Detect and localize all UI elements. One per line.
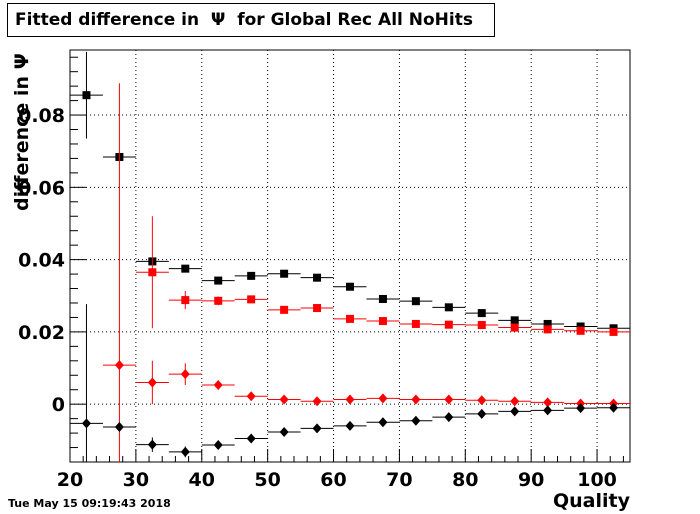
data-point-square [576, 322, 585, 331]
series-1 [135, 216, 630, 336]
data-point-square [576, 326, 585, 335]
plot-frame [69, 49, 631, 463]
data-point-diamond [609, 402, 619, 413]
data-point-diamond [444, 394, 454, 405]
data-point-diamond [345, 420, 355, 431]
data-point-diamond [477, 408, 487, 419]
data-point-square [543, 319, 552, 328]
data-point-square [378, 317, 387, 326]
data-point-diamond [246, 391, 256, 402]
data-point-diamond [147, 439, 157, 450]
data-point-square [510, 316, 519, 325]
data-point-diamond [510, 406, 520, 417]
data-point-diamond [378, 393, 388, 404]
data-point-diamond [477, 395, 487, 406]
data-point-square [280, 305, 289, 314]
data-point-square [82, 91, 91, 100]
data-point-diamond [543, 397, 553, 408]
data-point-diamond [279, 427, 289, 438]
data-point-square [181, 264, 190, 273]
data-point-square [346, 314, 354, 323]
data-point-diamond [411, 394, 421, 405]
data-point-square [609, 327, 618, 336]
data-point-diamond [81, 418, 91, 429]
data-point-diamond [213, 440, 223, 451]
data-point-square [148, 268, 157, 277]
data-point-diamond [147, 377, 157, 388]
x-tick-label: 100 [577, 469, 617, 491]
x-tick-label: 80 [452, 469, 478, 491]
data-point-square [378, 295, 387, 304]
data-point-square [313, 273, 322, 282]
data-point-diamond [312, 423, 322, 434]
data-point-diamond [411, 415, 421, 426]
data-point-square [411, 319, 420, 328]
data-point-diamond [213, 380, 223, 391]
data-point-diamond [576, 403, 586, 414]
data-point-square [510, 323, 519, 332]
data-point-diamond [444, 412, 454, 423]
series-3 [70, 304, 630, 462]
data-point-diamond [345, 394, 355, 405]
data-point-square [313, 304, 322, 313]
data-point-diamond [246, 433, 256, 444]
data-point-square [477, 321, 486, 330]
data-point-diamond [180, 369, 190, 380]
chart-title: Fitted difference in Ψ for Global Rec Al… [7, 3, 495, 37]
data-point-diamond [312, 396, 322, 407]
data-point-diamond [114, 360, 124, 371]
series-0 [70, 51, 630, 333]
data-point-square [181, 296, 190, 305]
data-point-diamond [180, 446, 190, 457]
y-tick-label: 0 [52, 394, 65, 416]
data-series [70, 51, 630, 462]
data-point-square [247, 295, 256, 304]
y-tick-label: 0.06 [18, 177, 65, 199]
data-point-square [477, 309, 486, 318]
data-point-square [247, 271, 256, 280]
y-tick-label: 0.02 [18, 322, 65, 344]
y-tick-label: 0.04 [18, 250, 65, 272]
data-point-square [444, 303, 453, 312]
data-point-square [280, 269, 289, 278]
y-tick-label: 0.08 [18, 105, 65, 127]
timestamp: Tue May 15 09:19:43 2018 [8, 497, 171, 510]
data-point-square [346, 282, 354, 291]
x-tick-label: 90 [518, 469, 544, 491]
x-tick-label: 50 [254, 469, 280, 491]
data-point-square [214, 296, 223, 305]
grid-lines [70, 50, 630, 462]
data-point-diamond [543, 405, 553, 416]
data-point-diamond [378, 417, 388, 428]
x-tick-label: 30 [123, 469, 149, 491]
data-point-square [214, 276, 223, 285]
x-tick-label: 20 [57, 469, 83, 491]
x-tick-label: 40 [189, 469, 215, 491]
data-point-diamond [279, 394, 289, 405]
x-tick-label: 70 [386, 469, 412, 491]
y-axis-label: difference in Ψ [11, 53, 33, 211]
data-point-diamond [510, 396, 520, 407]
data-point-square [444, 320, 453, 329]
axes: 20 30 40 50 60 70 80 90 100 0 0.02 0.04 0.06 0.08 [18, 49, 631, 491]
x-axis-label: Quality [553, 490, 630, 512]
data-point-square [543, 325, 552, 334]
data-point-diamond [114, 421, 124, 432]
data-point-square [411, 297, 420, 306]
x-tick-label: 60 [320, 469, 346, 491]
